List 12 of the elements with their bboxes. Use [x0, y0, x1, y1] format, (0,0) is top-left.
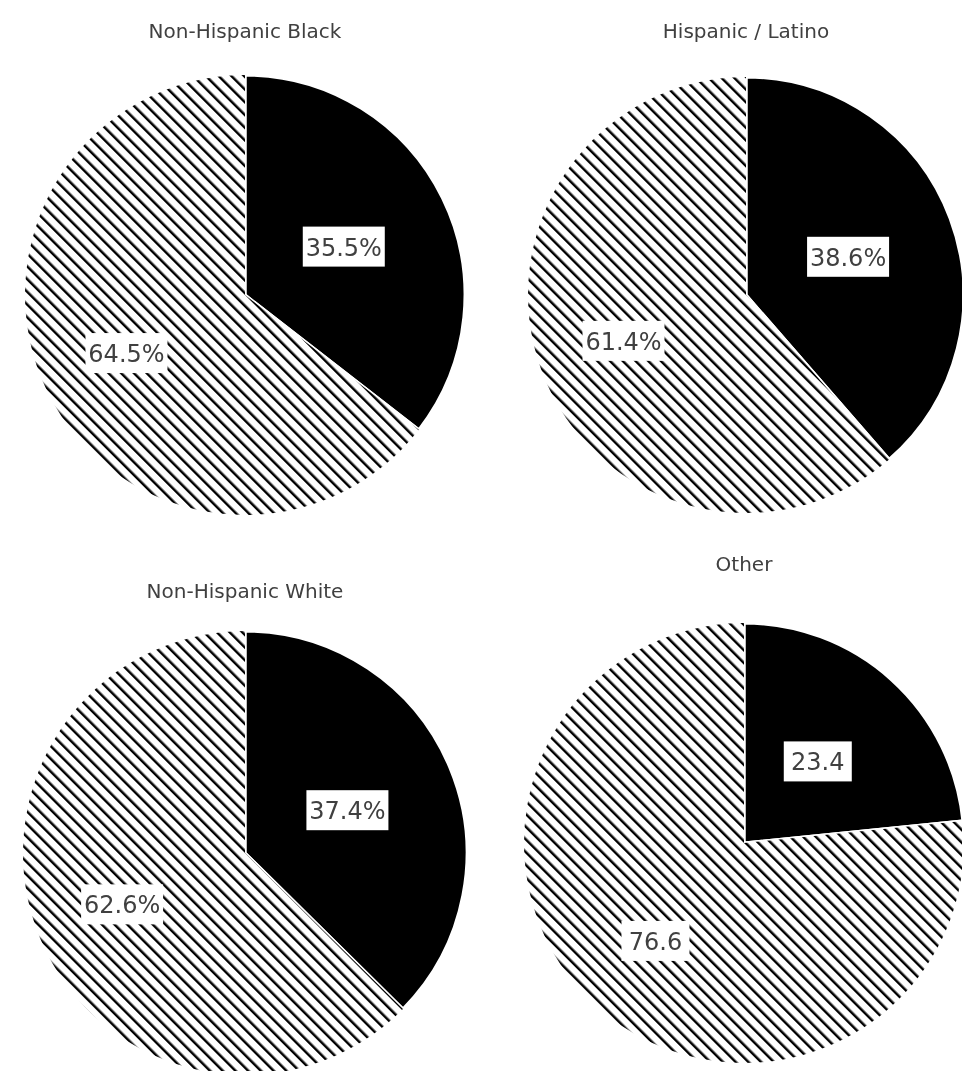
chart-title: Hispanic / Latino: [662, 19, 830, 43]
chart-title: Other: [715, 552, 774, 576]
data-label: 35.5%: [305, 233, 382, 262]
data-label: 64.5%: [88, 340, 165, 369]
data-label: 38.6%: [809, 243, 887, 272]
data-label: 76.6: [628, 927, 683, 956]
chart-title: Non-Hispanic Black: [148, 19, 342, 43]
data-label: 23.4: [791, 748, 845, 777]
chart-title: Non-Hispanic White: [146, 579, 344, 603]
data-label: 61.4%: [585, 327, 662, 356]
data-label: 37.4%: [309, 797, 386, 826]
data-label: 62.6%: [83, 891, 161, 920]
